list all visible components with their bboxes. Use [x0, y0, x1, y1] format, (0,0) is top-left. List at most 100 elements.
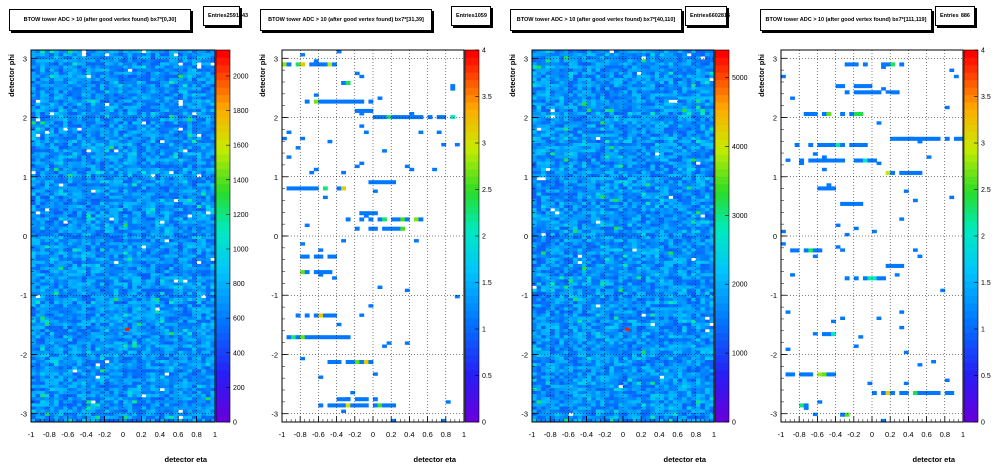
heatmap-cell [49, 56, 55, 60]
heatmap-cell [136, 74, 142, 79]
heatmap-cell [159, 130, 165, 134]
heatmap-cell [63, 282, 69, 286]
heatmap-cell [210, 344, 216, 348]
heatmap-cell [182, 127, 188, 131]
heatmap-cell [40, 288, 46, 293]
heatmap-cell [95, 59, 101, 63]
heatmap-cell [146, 167, 151, 172]
heatmap-cell [182, 332, 188, 336]
heatmap-cell [104, 285, 110, 289]
heatmap-cell [49, 304, 55, 308]
heatmap-cell [159, 121, 165, 125]
heatmap-cell [31, 174, 36, 178]
heatmap-cell [196, 108, 202, 113]
heatmap-cell [123, 226, 128, 231]
heatmap-cell [196, 288, 202, 293]
heatmap-cell [77, 294, 82, 299]
heatmap-cell [155, 223, 161, 227]
heatmap-cell [113, 77, 119, 82]
heatmap-cell [77, 291, 82, 296]
heatmap-cell [63, 71, 69, 76]
heatmap-cell [173, 391, 179, 395]
heatmap-cell [90, 167, 96, 172]
heatmap-cell [63, 270, 69, 274]
heatmap-cell [210, 158, 216, 162]
heatmap-cell [173, 155, 179, 159]
heatmap-cell [196, 205, 202, 209]
heatmap-cell [150, 170, 156, 175]
heatmap-cell [205, 391, 211, 395]
heatmap-cell [132, 304, 138, 308]
heatmap-cell [150, 397, 156, 401]
heatmap-cell [118, 403, 124, 407]
heatmap-cell [54, 130, 59, 134]
heatmap-cell [67, 217, 73, 221]
heatmap-cell [146, 304, 151, 308]
heatmap-cell [40, 130, 46, 134]
heatmap-cell [35, 87, 41, 91]
heatmap-cell [100, 325, 105, 330]
heatmap-cell [58, 155, 64, 159]
heatmap-cell [63, 387, 69, 392]
heatmap-cell [109, 344, 115, 348]
heatmap-cell [100, 59, 105, 63]
heatmap-cell [178, 288, 184, 293]
heatmap-cell [150, 322, 156, 327]
heatmap-cell [44, 350, 50, 355]
heatmap-cell [113, 223, 119, 227]
heatmap-cell [164, 136, 170, 141]
heatmap-cell [31, 251, 36, 255]
heatmap-cell [104, 329, 110, 333]
heatmap-cell [100, 288, 105, 293]
heatmap-cell [210, 372, 216, 376]
heatmap-cell [40, 87, 46, 91]
heatmap-cell [35, 217, 41, 221]
heatmap-cell [54, 406, 59, 410]
heatmap-cell [187, 360, 193, 364]
heatmap-cell [141, 189, 147, 193]
heatmap-cell [136, 232, 142, 237]
heatmap-cell [141, 391, 147, 395]
heatmap-cell [31, 136, 36, 141]
heatmap-cell [44, 161, 50, 165]
heatmap-cell [187, 133, 193, 138]
heatmap-cell [104, 217, 110, 221]
heatmap-cell [35, 229, 41, 234]
heatmap-cell [100, 223, 105, 227]
heatmap-cell [63, 133, 69, 138]
heatmap-cell [104, 121, 110, 125]
heatmap-cell [164, 186, 170, 190]
heatmap-cell [118, 220, 124, 224]
heatmap-cell [136, 183, 142, 187]
heatmap-cell [77, 406, 82, 410]
heatmap-cell [123, 384, 128, 389]
heatmap-cell [44, 71, 50, 76]
heatmap-cell [63, 245, 69, 249]
heatmap-cell [118, 232, 124, 237]
heatmap-cell [136, 418, 142, 423]
heatmap-cell [205, 344, 211, 348]
heatmap-cell [192, 400, 197, 404]
heatmap-cell [109, 183, 115, 187]
heatmap-cell [113, 279, 119, 283]
heatmap-cell [155, 105, 161, 110]
heatmap-cell [81, 211, 87, 215]
heatmap-cell [182, 363, 188, 367]
heatmap-cell [196, 319, 202, 324]
heatmap-cell [90, 335, 96, 339]
heatmap-cell [201, 118, 207, 122]
heatmap-cell [164, 102, 170, 107]
heatmap-cell [100, 251, 105, 255]
heatmap-cell [164, 164, 170, 169]
heatmap-cell [113, 195, 119, 200]
heatmap-cell [58, 375, 64, 379]
heatmap-cell [77, 288, 82, 293]
heatmap-cell [123, 356, 128, 361]
heatmap-cell [164, 403, 170, 407]
heatmap-cell [155, 276, 161, 280]
heatmap-cell [90, 369, 96, 373]
heatmap-cell [49, 350, 55, 355]
heatmap-cell [182, 198, 188, 203]
heatmap-cell [169, 418, 174, 423]
heatmap-cell [49, 254, 55, 258]
